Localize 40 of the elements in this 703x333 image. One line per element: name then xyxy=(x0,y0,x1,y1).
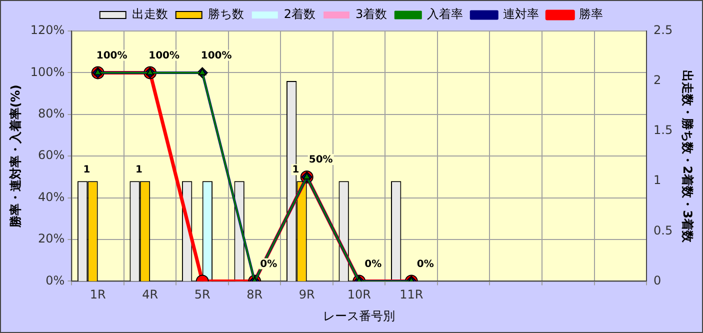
y2-tick-label: 2.5 xyxy=(654,23,673,38)
data-label: 100% xyxy=(200,50,232,62)
y-tick-label: 100% xyxy=(30,64,65,79)
y-tick-label: 0% xyxy=(46,273,65,288)
legend-label: 連対率 xyxy=(503,7,540,22)
x-axis-title: レース番号別 xyxy=(323,308,396,323)
x-tick-label: 1R xyxy=(90,288,106,302)
legend-label: 出走数 xyxy=(132,7,168,22)
x-tick-label: 4R xyxy=(142,288,158,302)
legend-label: 勝率 xyxy=(579,7,604,22)
data-label: 50% xyxy=(308,154,333,166)
data-label: 100% xyxy=(96,50,128,62)
y-tick-label: 120% xyxy=(30,23,65,38)
data-label: 0% xyxy=(260,258,278,270)
x-tick-label: 10R xyxy=(347,288,371,302)
data-label: 100% xyxy=(148,50,180,62)
legend-label: 入着率 xyxy=(427,7,464,22)
y-axis-title: 勝率・連対率・入着率(%) xyxy=(8,84,22,229)
data-label: 1 xyxy=(136,164,143,176)
y2-tick-label: 0.5 xyxy=(654,223,673,238)
x-tick-label: 5R xyxy=(194,288,210,302)
x-tick-label: 8R xyxy=(246,288,263,302)
y2-tick-label: 0 xyxy=(654,273,662,288)
y-tick-label: 80% xyxy=(38,106,65,121)
x-tick-label: 11R xyxy=(400,288,424,302)
legend-label: 3着数 xyxy=(356,7,388,22)
data-label: 0% xyxy=(416,258,434,270)
y2-tick-label: 1.5 xyxy=(654,123,673,138)
y2-tick-label: 1 xyxy=(654,173,662,188)
y-tick-label: 60% xyxy=(38,148,65,162)
x-tick-label: 9R xyxy=(298,288,315,302)
data-label: 1 xyxy=(83,164,90,176)
y2-tick-label: 2 xyxy=(654,73,662,88)
y2-axis-title: 出走数・勝ち数・2着数・3着数 xyxy=(680,70,695,244)
y-tick-label: 40% xyxy=(38,190,65,204)
data-label: 1 xyxy=(292,164,300,176)
data-label: 0% xyxy=(364,258,382,270)
legend-label: 2着数 xyxy=(284,7,316,22)
y-tick-label: 20% xyxy=(38,232,65,246)
legend-label: 勝ち数 xyxy=(208,7,244,22)
